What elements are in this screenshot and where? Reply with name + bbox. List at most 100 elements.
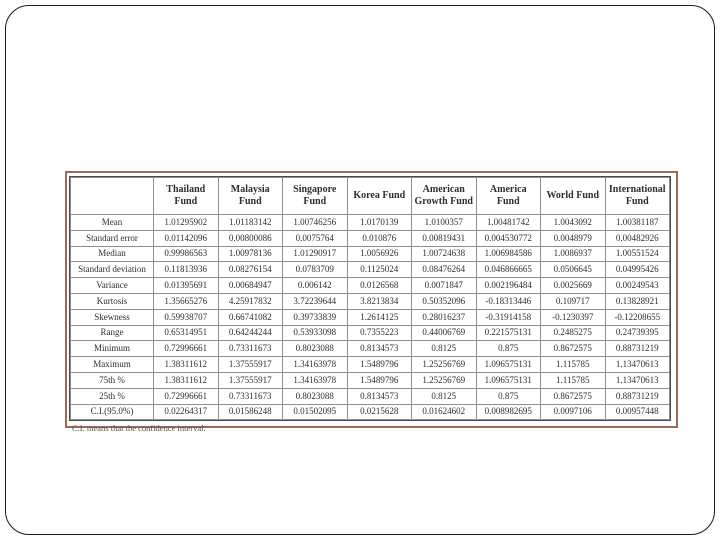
value-cell: 1.38311612 [153, 371, 219, 389]
value-cell: 1.096575131 [475, 371, 541, 389]
table-row: 75th % 1.38311612 1.37555917 1.34163978 1.54… [70, 371, 670, 389]
value-cell: 1.00481742 [475, 214, 541, 231]
table-header: Thailand Fund Malaysia Fund Singapore Fund… [70, 177, 670, 215]
row-label: Maximum [70, 356, 154, 373]
value-cell: 1.38311612 [153, 356, 219, 373]
value-cell: -0.12208655 [604, 308, 670, 326]
row-label: Mean [70, 214, 154, 231]
value-cell: 0.01624602 [411, 403, 477, 421]
value-cell: 0.010876 [346, 229, 412, 247]
value-cell: 1.5489796 [346, 356, 412, 373]
value-cell: 1.34163978 [282, 371, 348, 389]
row-label: Median [70, 245, 154, 263]
value-cell: 3.72239644 [282, 292, 348, 310]
table-row: Standard error 0.01142096 0.00800086 0.0075… [70, 229, 670, 247]
fund-statistics-panel: Thailand Fund Malaysia Fund Singapore Fund… [65, 171, 678, 433]
value-cell: 0.0215628 [346, 403, 412, 421]
row-label: 75th % [70, 371, 154, 389]
table-row: Minimum 0.72996661 0.73311673 0.8023088 0.81… [70, 340, 670, 358]
value-cell: 0.02264317 [153, 403, 219, 421]
row-label: Standard error [70, 229, 154, 247]
value-cell: 1.0056926 [346, 245, 412, 263]
value-cell: 0.046866665 [475, 261, 541, 279]
value-cell: 0.24739395 [604, 324, 670, 342]
table-row: Maximum 1.38311612 1.37555917 1.34163978 1.5… [70, 356, 670, 373]
value-cell: 1.25256769 [411, 371, 477, 389]
value-cell: 0.53933098 [282, 324, 348, 342]
value-cell: 0.0025669 [540, 277, 606, 294]
table-row: Skewness 0.59938707 0.66741082 0.39733839 1.… [70, 308, 670, 326]
value-cell: 1.00551524 [604, 245, 670, 263]
value-cell: 1.37555917 [217, 371, 283, 389]
value-cell: 1.00746256 [282, 214, 348, 231]
value-cell: 0.0048979 [540, 229, 606, 247]
table-row: C.I.(95.0%) 0.02264317 0.01586248 0.0150209… [70, 403, 670, 421]
table-row: Mean 1.01295902 1.01183142 1.00746256 1.0170… [70, 214, 670, 231]
value-cell: 0.00800086 [217, 229, 283, 247]
row-label: C.I.(95.0%) [70, 403, 154, 421]
value-cell: 0.00482926 [604, 229, 670, 247]
table-row: Variance 0.01395691 0.00684947 0.006142 0.01… [70, 277, 670, 294]
value-cell: 0.0506645 [540, 261, 606, 279]
value-cell: 0.002196484 [475, 277, 541, 294]
value-cell: 0.44006769 [411, 324, 477, 342]
value-cell: 0.01142096 [153, 229, 219, 247]
value-cell: 0.109717 [540, 292, 606, 310]
value-cell: 0.72996661 [153, 387, 219, 405]
column-header: Singapore Fund [282, 177, 348, 215]
row-label: Variance [70, 277, 154, 294]
value-cell: 1.00381187 [604, 214, 670, 231]
value-cell: 0.88731219 [604, 340, 670, 358]
column-header: Korea Fund [346, 177, 412, 215]
value-cell: 0.0071847 [411, 277, 477, 294]
row-label: Kurtosis [70, 292, 154, 310]
value-cell: 1.115785 [540, 371, 606, 389]
value-cell: 0.8023088 [282, 387, 348, 405]
value-cell: 0.1125024 [346, 261, 412, 279]
value-cell: 0.11813936 [153, 261, 219, 279]
value-cell: 1.01295902 [153, 214, 219, 231]
value-cell: 0.004530772 [475, 229, 541, 247]
value-cell: 0.64244244 [217, 324, 283, 342]
table-body: Mean 1.01295902 1.01183142 1.00746256 1.0170… [70, 214, 670, 421]
value-cell: 1.00724638 [411, 245, 477, 263]
value-cell: 0.39733839 [282, 308, 348, 326]
value-cell: 0.8672575 [540, 387, 606, 405]
value-cell: 0.99986563 [153, 245, 219, 263]
value-cell: 1.01183142 [217, 214, 283, 231]
value-cell: 1.0043092 [540, 214, 606, 231]
value-cell: 0.8125 [411, 387, 477, 405]
value-cell: -0.1230397 [540, 308, 606, 326]
value-cell: 0.00684947 [217, 277, 283, 294]
value-cell: 0.7355223 [346, 324, 412, 342]
value-cell: 0.0075764 [282, 229, 348, 247]
value-cell: 0.08276154 [217, 261, 283, 279]
value-cell: 0.0126568 [346, 277, 412, 294]
value-cell: 1.0086937 [540, 245, 606, 263]
value-cell: 0.08476264 [411, 261, 477, 279]
column-header: American Growth Fund [411, 177, 477, 215]
value-cell: 0.006142 [282, 277, 348, 294]
value-cell: 0.66741082 [217, 308, 283, 326]
header-row: Thailand Fund Malaysia Fund Singapore Fund… [70, 177, 670, 215]
value-cell: 1.13470613 [604, 371, 670, 389]
value-cell: 0.0783709 [282, 261, 348, 279]
value-cell: 0.875 [475, 340, 541, 358]
column-header: World Fund [540, 177, 606, 215]
value-cell: 1.115785 [540, 356, 606, 373]
value-cell: 1.01290917 [282, 245, 348, 263]
value-cell: 1.0100357 [411, 214, 477, 231]
value-cell: 3.8213834 [346, 292, 412, 310]
value-cell: 1.13470613 [604, 356, 670, 373]
value-cell: 0.00957448 [604, 403, 670, 421]
value-cell: 0.01586248 [217, 403, 283, 421]
value-cell: 0.2485275 [540, 324, 606, 342]
table-row: Kurtosis 1.35665276 4.25917832 3.72239644 3.… [70, 292, 670, 310]
value-cell: 0.8134573 [346, 340, 412, 358]
value-cell: 0.73311673 [217, 387, 283, 405]
column-header: America Fund [475, 177, 541, 215]
table-row: Range 0.65314951 0.64244244 0.53933098 0.735… [70, 324, 670, 342]
value-cell: 0.221575131 [475, 324, 541, 342]
confidence-interval-footnote: C.I. means that the confidence interval. [72, 423, 206, 434]
corner-header-cell [70, 177, 154, 215]
